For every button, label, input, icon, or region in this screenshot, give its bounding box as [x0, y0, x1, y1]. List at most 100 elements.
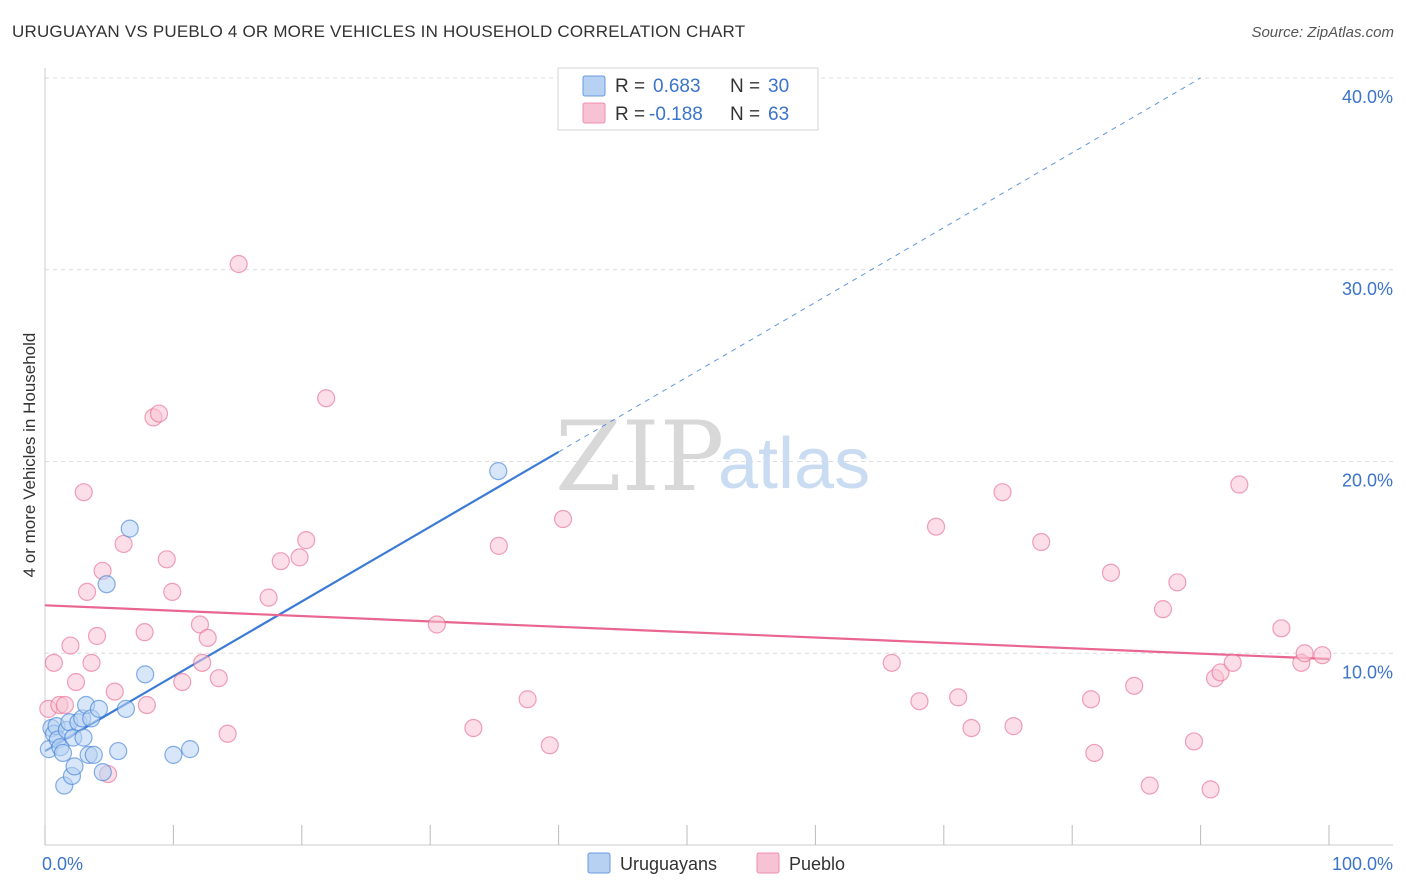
point-uruguayans-25 [120, 519, 139, 538]
point-pueblo-9 [87, 626, 107, 646]
point-pueblo-17 [149, 404, 169, 423]
point-uruguayans-23 [109, 741, 128, 761]
bottom-legend-swatch-pueblo [756, 852, 780, 874]
point-pueblo-31 [317, 389, 336, 408]
point-pueblo-34 [489, 536, 508, 555]
trend-line-extension-0 [558, 77, 1201, 453]
legend-n-label-0: N = [730, 76, 760, 97]
point-pueblo-28 [271, 552, 290, 571]
point-pueblo-58 [1230, 475, 1249, 494]
point-pueblo-19 [163, 582, 182, 601]
point-pueblo-29 [290, 548, 309, 567]
point-pueblo-45 [1032, 532, 1051, 552]
point-pueblo-6 [74, 483, 93, 502]
y-axis-title: 4 or more Vehicles in Household [20, 333, 39, 578]
point-pueblo-7 [77, 582, 97, 601]
x-tick-label-0: 0.0% [42, 854, 83, 874]
source-label: Source: ZipAtlas.com [1251, 24, 1394, 41]
point-pueblo-40 [926, 517, 946, 536]
point-pueblo-39 [910, 692, 929, 711]
point-pueblo-52 [1168, 573, 1187, 592]
legend-r-value-0: 0.683 [653, 76, 701, 97]
point-pueblo-50 [1140, 776, 1159, 795]
watermark-zip: ZIP [555, 401, 724, 513]
point-pueblo-30 [297, 531, 316, 550]
point-pueblo-24 [209, 669, 228, 688]
point-pueblo-36 [540, 736, 559, 755]
point-pueblo-47 [1085, 743, 1104, 763]
point-pueblo-38 [882, 653, 901, 672]
bottom-legend-label-uruguayans: Uruguayans [620, 854, 717, 874]
point-pueblo-20 [173, 672, 192, 692]
watermark: ZIP atlas [555, 401, 870, 513]
point-pueblo-25 [218, 724, 237, 743]
point-uruguayans-19 [84, 745, 103, 764]
point-pueblo-53 [1184, 732, 1204, 751]
legend-r-value-1: -0.188 [649, 104, 703, 125]
point-pueblo-62 [1313, 646, 1332, 665]
y-tick-label-3: 40.0% [1342, 87, 1393, 107]
point-uruguayans-21 [93, 763, 112, 782]
point-pueblo-15 [137, 695, 156, 715]
point-pueblo-4 [61, 636, 80, 655]
x-tick-label-1: 100.0% [1332, 854, 1393, 874]
point-pueblo-12 [105, 682, 124, 701]
point-pueblo-61 [1295, 644, 1314, 663]
series-legend: Uruguayans Pueblo [587, 852, 845, 874]
point-pueblo-37 [553, 509, 573, 529]
trend-line-1 [44, 604, 1330, 661]
tick-labels: 10.0% 20.0% 30.0% 40.0% 0.0% 100.0% [42, 87, 1393, 874]
point-pueblo-33 [464, 718, 483, 738]
point-pueblo-43 [993, 483, 1012, 502]
point-uruguayans-12 [65, 757, 84, 776]
point-pueblo-13 [114, 534, 133, 554]
chart-title: URUGUAYAN VS PUEBLO 4 OR MORE VEHICLES I… [12, 22, 746, 41]
point-pueblo-44 [1004, 717, 1023, 736]
bottom-legend-label-pueblo: Pueblo [789, 854, 845, 874]
point-pueblo-26 [229, 254, 248, 274]
bottom-legend-swatch-uruguayans [587, 852, 611, 874]
point-pueblo-42 [962, 718, 981, 738]
point-pueblo-8 [82, 653, 101, 672]
point-uruguayans-24 [116, 699, 135, 718]
legend-n-value-0: 30 [768, 76, 789, 97]
point-pueblo-14 [135, 623, 154, 642]
point-pueblo-59 [1272, 619, 1291, 638]
point-pueblo-1 [44, 653, 63, 672]
point-pueblo-35 [518, 690, 537, 709]
point-pueblo-21 [190, 615, 210, 634]
point-uruguayans-28 [180, 740, 200, 759]
point-uruguayans-20 [89, 699, 109, 718]
y-tick-label-2: 30.0% [1342, 279, 1393, 299]
point-pueblo-32 [427, 615, 446, 634]
watermark-atlas: atlas [718, 424, 870, 504]
point-pueblo-5 [66, 672, 86, 692]
point-pueblo-51 [1153, 600, 1173, 619]
legend-swatch-uruguayans [582, 75, 606, 97]
legend-n-value-1: 63 [768, 104, 789, 125]
point-pueblo-3 [55, 695, 75, 715]
point-pueblo-23 [198, 628, 217, 648]
data-points [39, 254, 1332, 799]
point-pueblo-27 [259, 588, 278, 607]
point-pueblo-48 [1101, 563, 1121, 582]
correlation-legend: R = 0.683 N = 30 R = -0.188 N = 63 [557, 67, 819, 131]
point-pueblo-57 [1223, 653, 1242, 672]
point-pueblo-46 [1081, 690, 1101, 709]
legend-r-label-1: R = [615, 104, 645, 125]
legend-r-label-0: R = [615, 76, 645, 97]
legend-n-label-1: N = [730, 104, 760, 125]
point-pueblo-56 [1211, 663, 1230, 682]
point-pueblo-54 [1201, 780, 1220, 799]
point-uruguayans-29 [489, 461, 508, 481]
point-pueblo-49 [1125, 676, 1144, 695]
y-tick-label-0: 10.0% [1342, 662, 1393, 682]
point-pueblo-22 [193, 653, 212, 672]
point-uruguayans-22 [97, 575, 116, 594]
point-pueblo-41 [949, 688, 968, 707]
grid-lines [45, 77, 1395, 654]
point-uruguayans-26 [136, 665, 155, 684]
y-tick-label-1: 20.0% [1342, 471, 1393, 491]
point-pueblo-18 [157, 550, 176, 569]
